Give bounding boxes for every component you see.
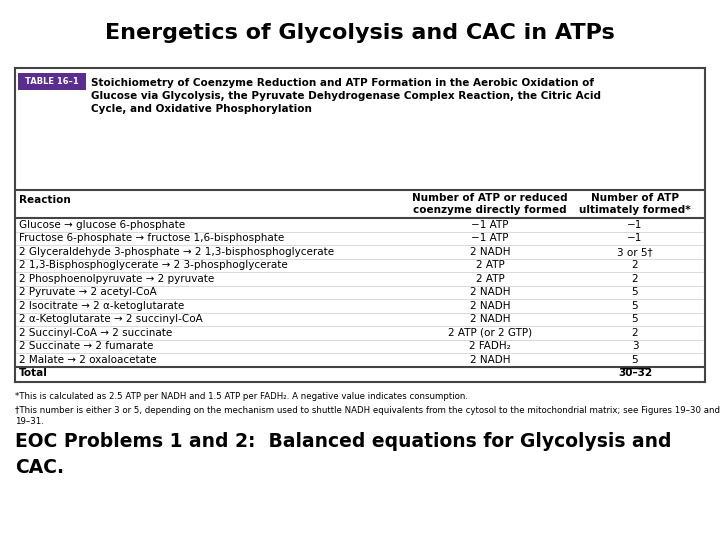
Text: 2 FADH₂: 2 FADH₂: [469, 341, 511, 351]
Text: 2 Succinate → 2 fumarate: 2 Succinate → 2 fumarate: [19, 341, 153, 351]
Text: Number of ATP or reduced
coenzyme directly formed: Number of ATP or reduced coenzyme direct…: [412, 193, 568, 215]
Text: −1: −1: [627, 233, 643, 243]
Text: 2 Glyceraldehyde 3-phosphate → 2 1,3-bisphosphoglycerate: 2 Glyceraldehyde 3-phosphate → 2 1,3-bis…: [19, 247, 334, 256]
Text: 2: 2: [631, 260, 639, 270]
Text: Glucose → glucose 6-phosphate: Glucose → glucose 6-phosphate: [19, 220, 185, 229]
Text: 2 NADH: 2 NADH: [469, 247, 510, 256]
Text: 2 ATP (or 2 GTP): 2 ATP (or 2 GTP): [448, 328, 532, 338]
Text: −1 ATP: −1 ATP: [472, 220, 509, 229]
Text: †This number is either 3 or 5, depending on the mechanism used to shuttle NADH e: †This number is either 3 or 5, depending…: [15, 406, 720, 427]
Text: 5: 5: [631, 287, 639, 297]
Text: −1 ATP: −1 ATP: [472, 233, 509, 243]
Text: 2 ATP: 2 ATP: [476, 260, 505, 270]
Text: 5: 5: [631, 314, 639, 324]
Text: 30–32: 30–32: [618, 368, 652, 378]
Text: 5: 5: [631, 355, 639, 365]
Text: 2 Succinyl-CoA → 2 succinate: 2 Succinyl-CoA → 2 succinate: [19, 328, 172, 338]
Text: 2 NADH: 2 NADH: [469, 314, 510, 324]
Text: 2 NADH: 2 NADH: [469, 355, 510, 365]
Text: 2 1,3-Bisphosphoglycerate → 2 3-phosphoglycerate: 2 1,3-Bisphosphoglycerate → 2 3-phosphog…: [19, 260, 288, 270]
Text: 3: 3: [631, 341, 639, 351]
Text: 2 NADH: 2 NADH: [469, 301, 510, 310]
Text: TABLE 16–1: TABLE 16–1: [25, 77, 79, 86]
Text: 2 Pyruvate → 2 acetyl-CoA: 2 Pyruvate → 2 acetyl-CoA: [19, 287, 157, 297]
Text: *This is calculated as 2.5 ATP per NADH and 1.5 ATP per FADH₂. A negative value : *This is calculated as 2.5 ATP per NADH …: [15, 392, 468, 401]
Text: 2 ATP: 2 ATP: [476, 274, 505, 284]
Text: 2 Isocitrate → 2 α-ketoglutarate: 2 Isocitrate → 2 α-ketoglutarate: [19, 301, 184, 310]
Text: Reaction: Reaction: [19, 195, 71, 205]
Text: 2 NADH: 2 NADH: [469, 287, 510, 297]
Text: 3 or 5†: 3 or 5†: [617, 247, 653, 256]
Text: Number of ATP
ultimately formed*: Number of ATP ultimately formed*: [579, 193, 690, 215]
Text: 2: 2: [631, 274, 639, 284]
Bar: [18, 73, 86, 90]
Text: EOC Problems 1 and 2:  Balanced equations for Glycolysis and: EOC Problems 1 and 2: Balanced equations…: [15, 432, 672, 451]
Text: 2 α-Ketoglutarate → 2 succinyl-CoA: 2 α-Ketoglutarate → 2 succinyl-CoA: [19, 314, 203, 324]
Text: Total: Total: [19, 368, 48, 378]
Text: Stoichiometry of Coenzyme Reduction and ATP Formation in the Aerobic Oxidation o: Stoichiometry of Coenzyme Reduction and …: [91, 78, 601, 114]
Text: 2 Malate → 2 oxaloacetate: 2 Malate → 2 oxaloacetate: [19, 355, 156, 365]
Text: 2: 2: [631, 328, 639, 338]
Text: 5: 5: [631, 301, 639, 310]
Text: 2 Phosphoenolpyruvate → 2 pyruvate: 2 Phosphoenolpyruvate → 2 pyruvate: [19, 274, 215, 284]
Text: Fructose 6-phosphate → fructose 1,6-bisphosphate: Fructose 6-phosphate → fructose 1,6-bisp…: [19, 233, 284, 243]
Text: CAC.: CAC.: [15, 458, 64, 477]
Text: −1: −1: [627, 220, 643, 229]
Text: Energetics of Glycolysis and CAC in ATPs: Energetics of Glycolysis and CAC in ATPs: [105, 23, 615, 43]
